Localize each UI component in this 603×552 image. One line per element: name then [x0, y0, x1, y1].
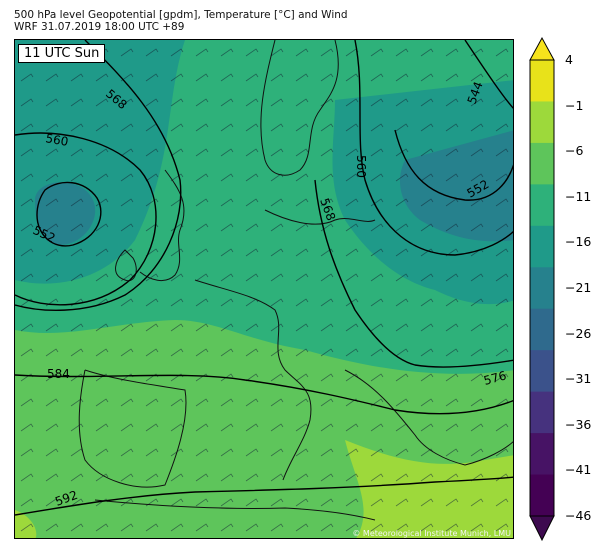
colorbar-tick-label: 4 — [565, 52, 573, 67]
colorbar-frame — [529, 59, 555, 517]
contour-label: 576 — [482, 368, 508, 387]
colorbar-extend-top — [529, 36, 555, 61]
colorbar-tick-label: −16 — [565, 234, 592, 250]
colorbar-tick-label: −26 — [565, 325, 592, 341]
coastlines — [78, 40, 513, 521]
temperature-colorbar — [529, 36, 555, 542]
colorbar-extend-bottom — [529, 515, 555, 542]
colorbar-band — [530, 184, 554, 227]
colorbar-tick-label: −21 — [565, 280, 592, 295]
wind-barbs — [15, 40, 513, 538]
colorbar-band — [530, 350, 554, 393]
copyright-notice: © Meteorological Institute Munich, LMU — [352, 529, 511, 538]
colorbar-tick-label: −46 — [565, 508, 592, 523]
colorbar-band — [530, 308, 554, 351]
colorbar-band — [530, 433, 554, 476]
colorbar-band — [530, 101, 554, 144]
forecast-time-badge: 11 UTC Sun — [18, 44, 106, 63]
colorbar-band — [530, 267, 554, 310]
chart-title-line2: WRF 31.07.2019 18:00 UTC +89 — [14, 21, 185, 33]
colorbar-band — [530, 142, 554, 185]
contour-label: 560 — [44, 131, 69, 149]
colorbar-band — [530, 225, 554, 268]
colorbar-tick-label: −6 — [565, 143, 584, 159]
chart-title-line1: 500 hPa level Geopotential [gpdm], Tempe… — [14, 9, 348, 21]
colorbar-band — [530, 474, 554, 517]
colorbar-tick-label: −11 — [565, 188, 592, 204]
colorbar-tick-label: −31 — [565, 371, 592, 387]
geopotential-contours — [15, 40, 513, 516]
contour-label: 560 — [354, 155, 368, 178]
weather-map: 568 560 552 544 560 552 568 584 576 592 — [14, 39, 514, 539]
colorbar-bands — [530, 60, 554, 517]
colorbar-tick-label: −1 — [565, 97, 584, 113]
contour-label: 584 — [47, 367, 70, 381]
colorbar-tick-label: −36 — [565, 416, 592, 432]
colorbar-tick-label: −41 — [565, 462, 592, 478]
colorbar-band — [530, 391, 554, 434]
colorbar-band — [530, 60, 554, 102]
